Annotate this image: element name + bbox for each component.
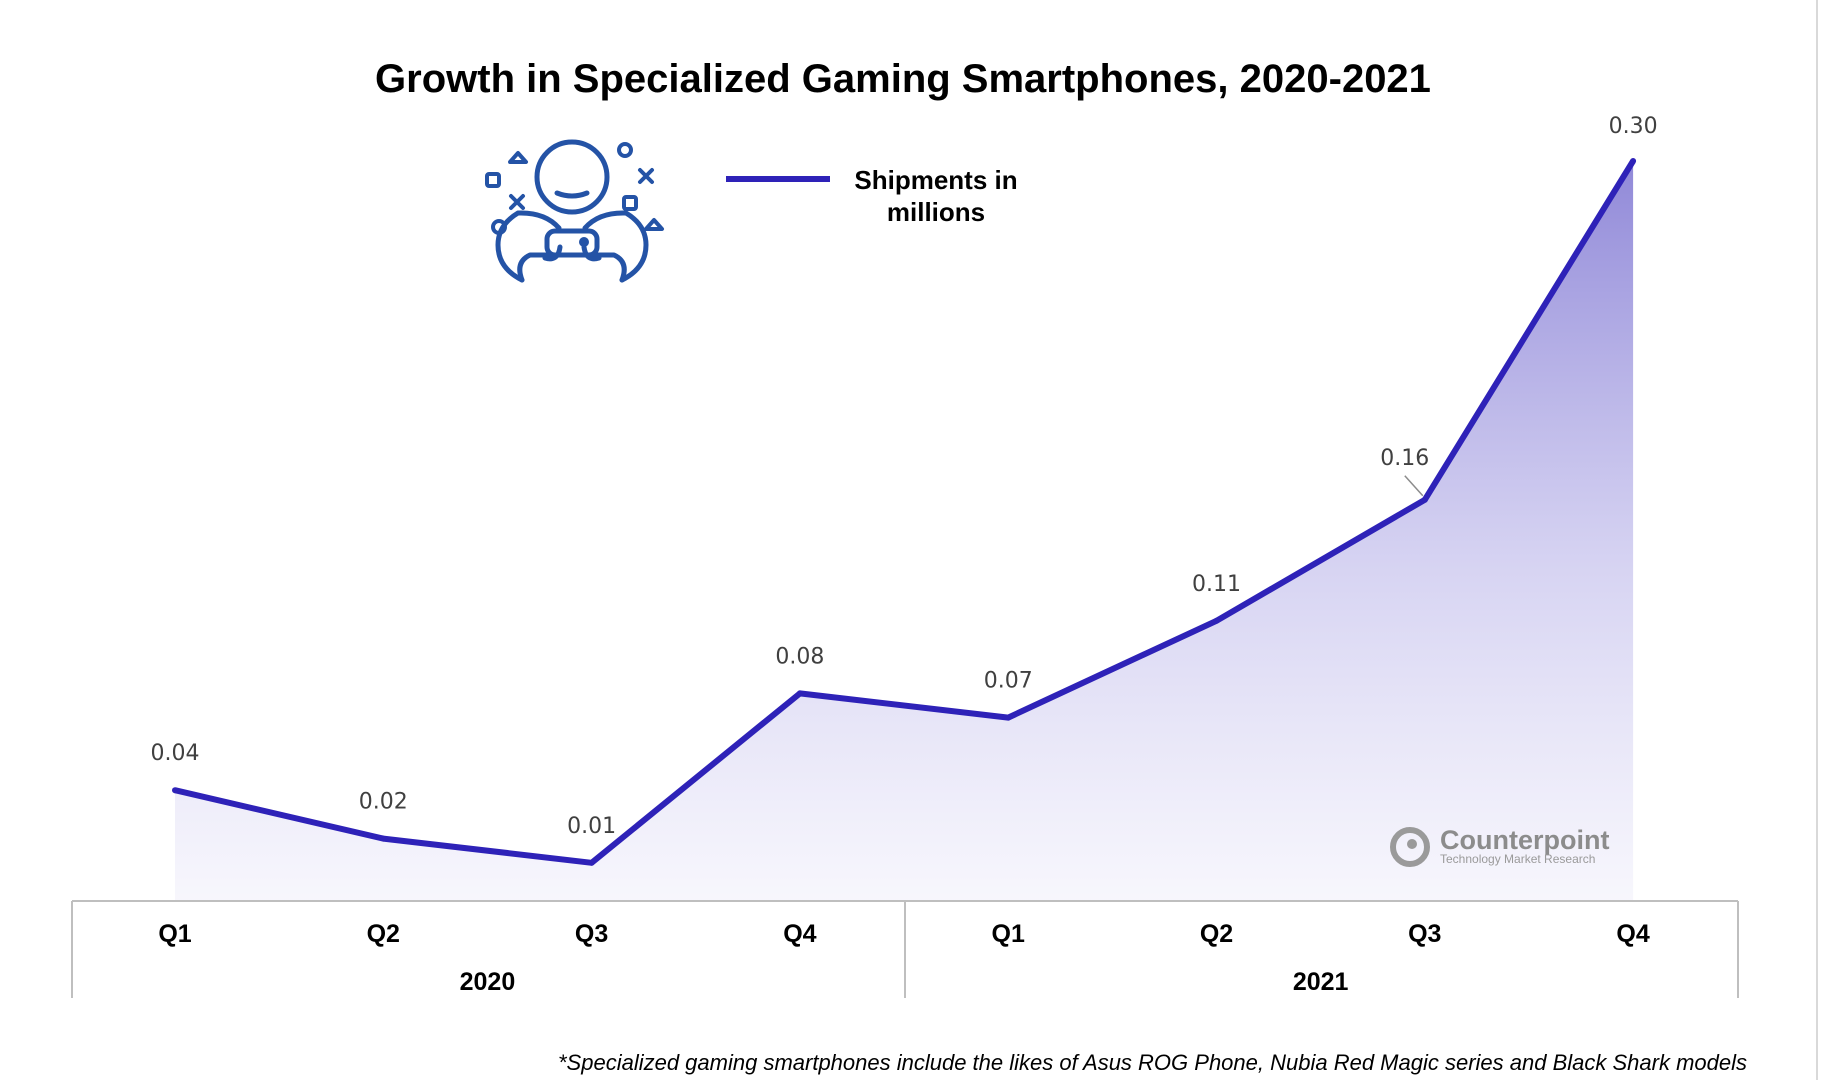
- data-label: 0.04: [151, 741, 200, 766]
- legend-label-line2: millions: [887, 197, 985, 227]
- gamer-icon: [485, 139, 664, 283]
- legend-label-line1: Shipments in: [854, 165, 1017, 195]
- x-group-labels: 2020 2021: [460, 968, 1349, 996]
- plot-area: 0.04 0.02 0.01 0.08 0.07 0.11 0.16 0.30: [151, 114, 1658, 901]
- data-point: [1630, 158, 1637, 164]
- data-label: 0.07: [984, 669, 1033, 694]
- counterpoint-logo-icon: [1390, 827, 1430, 867]
- watermark-brand: Counterpoint: [1440, 825, 1609, 855]
- data-point: [1421, 496, 1428, 503]
- category-axis: [71, 900, 1739, 998]
- x-tick-label: Q4: [1616, 920, 1649, 948]
- x-group-label: 2020: [460, 968, 516, 996]
- data-point: [1213, 617, 1220, 624]
- data-point: [588, 859, 595, 866]
- x-tick-label: Q4: [783, 920, 816, 948]
- x-tick-label: Q3: [575, 920, 608, 948]
- series-line: [174, 159, 1636, 866]
- data-label: 0.01: [567, 814, 616, 839]
- x-tick-label: Q2: [1200, 920, 1233, 948]
- data-label: 0.16: [1380, 446, 1429, 471]
- series-area: [175, 161, 1634, 901]
- x-tick-label: Q1: [158, 920, 191, 948]
- data-label: 0.30: [1609, 114, 1658, 139]
- x-tick-labels: Q1 Q2 Q3 Q4 Q1 Q2 Q3 Q4: [158, 920, 1650, 948]
- data-label-leader: [1404, 475, 1424, 497]
- legend: Shipments in millions: [726, 165, 1018, 227]
- x-group-label: 2021: [1293, 968, 1349, 996]
- data-point: [796, 690, 803, 697]
- data-label: 0.02: [359, 790, 408, 815]
- watermark-tagline: Technology Market Research: [1440, 852, 1595, 866]
- chart-title: Growth in Specialized Gaming Smartphones…: [375, 57, 1431, 101]
- footnote: *Specialized gaming smartphones include …: [558, 1050, 1747, 1075]
- data-label: 0.11: [1192, 572, 1241, 597]
- counterpoint-watermark: Counterpoint Technology Market Research: [1390, 825, 1609, 867]
- data-point: [1005, 714, 1012, 721]
- x-tick-label: Q2: [367, 920, 400, 948]
- data-point: [380, 835, 387, 842]
- data-label: 0.08: [775, 644, 824, 669]
- data-point: [172, 787, 178, 794]
- x-tick-label: Q1: [992, 920, 1025, 948]
- x-tick-label: Q3: [1408, 920, 1441, 948]
